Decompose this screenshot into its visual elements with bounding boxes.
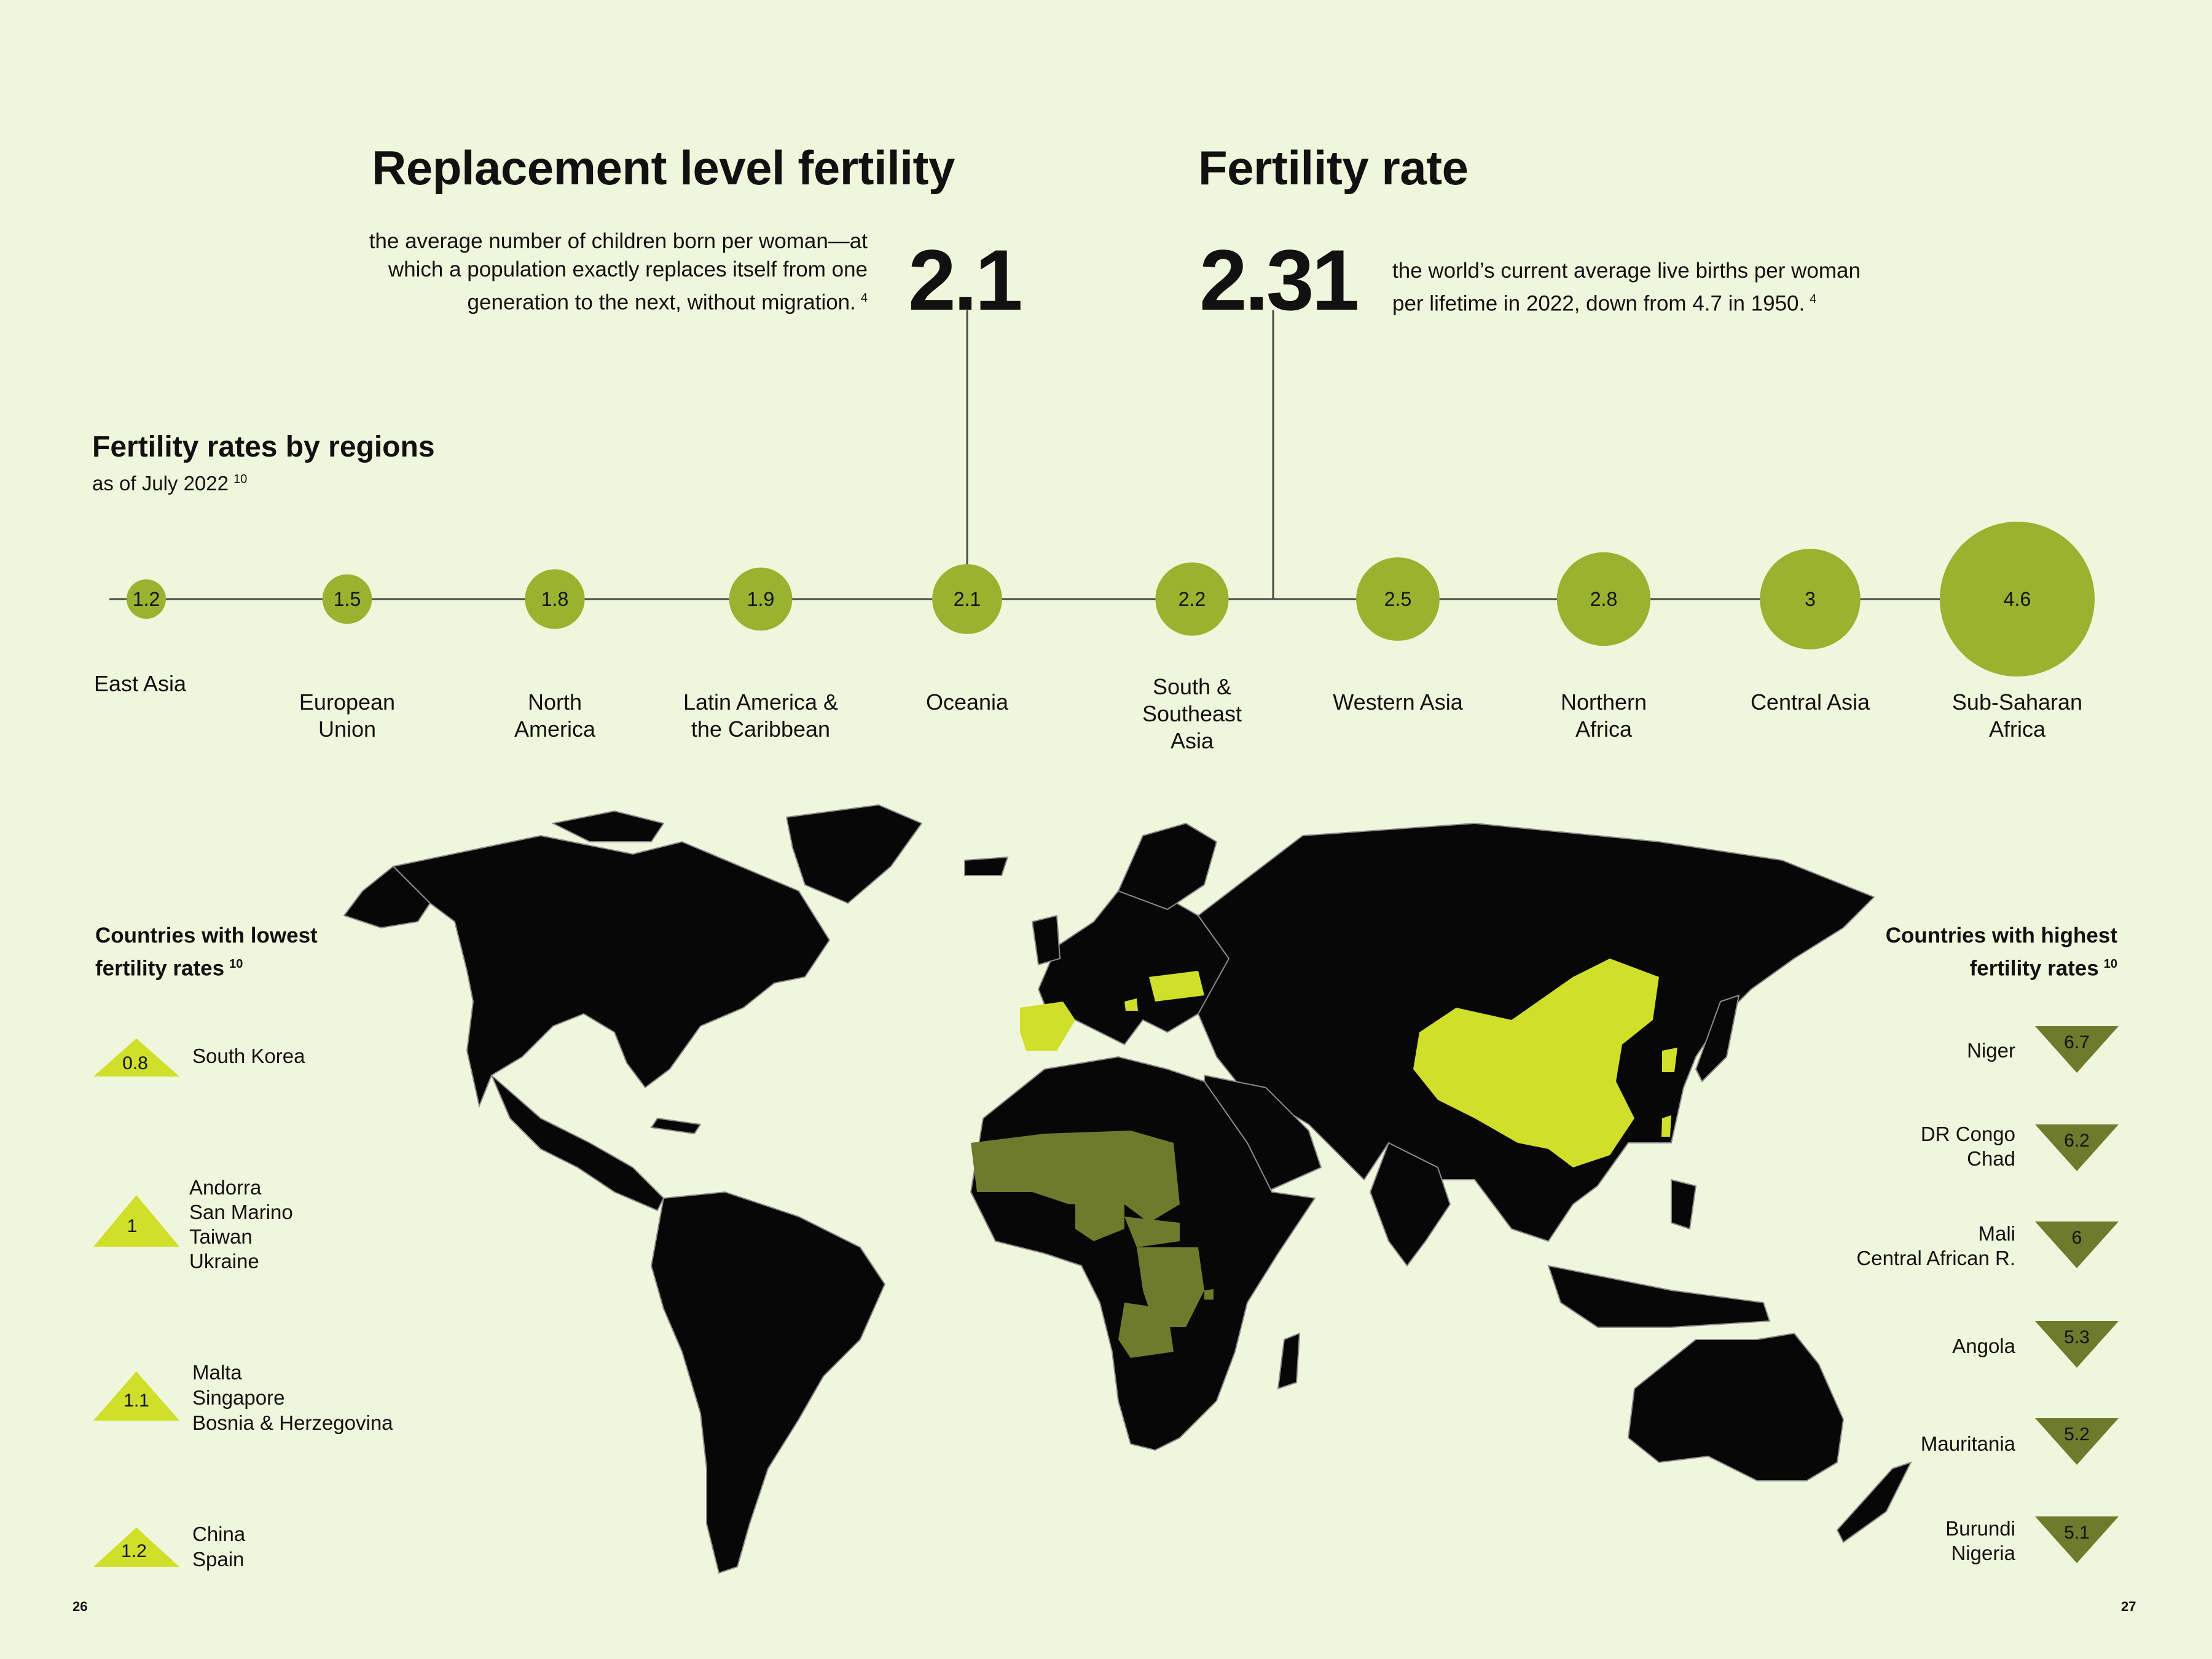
lowest-item-0-value: 0.8	[122, 1053, 148, 1073]
canadian-arctic	[553, 811, 664, 842]
madagascar	[1278, 1333, 1300, 1389]
page-number-right: 27	[2121, 1599, 2136, 1615]
indonesia	[1548, 1266, 1770, 1327]
greenland	[786, 805, 922, 903]
bubble-category-label-6: Western Asia	[1333, 689, 1463, 715]
lowest-item-3-value: 1.2	[121, 1541, 147, 1561]
bubble-value-label-7: 2.8	[1590, 588, 1617, 610]
lowest-item-1-value: 1	[127, 1216, 138, 1236]
britain	[1032, 916, 1060, 965]
highest-item-5-triangle: 5.1	[2034, 1515, 2120, 1571]
caribbean	[651, 1118, 700, 1134]
highest-item-0-value: 6.7	[2064, 1032, 2090, 1053]
bubble-category-label-7: Northern Africa	[1561, 689, 1647, 742]
highest-item-4-value: 5.2	[2064, 1424, 2090, 1445]
scandinavia	[1118, 823, 1217, 909]
highest-item-1-value: 6.2	[2064, 1131, 2090, 1151]
highest-item-3-value: 5.3	[2064, 1327, 2090, 1347]
lowest-item-1-triangle: 1	[92, 1195, 184, 1269]
bubble-value-label-8: 3	[1805, 588, 1816, 610]
bubble-value-label-6: 2.5	[1384, 588, 1411, 610]
taiwan	[1661, 1115, 1671, 1137]
bubble-value-label-2: 1.8	[541, 588, 568, 610]
bubble-value-label-3: 1.9	[747, 588, 774, 610]
angola	[1118, 1303, 1174, 1358]
lowest-item-2-countries: Malta Singapore Bosnia & Herzegovina	[192, 1360, 393, 1435]
lowest-item-2-value: 1.1	[124, 1390, 149, 1411]
highest-item-4-countries: Mauritania	[1782, 1430, 2015, 1457]
central-america	[492, 1075, 664, 1210]
bubble-category-label-3: Latin America & the Caribbean	[683, 689, 838, 742]
highest-item-5-value: 5.1	[2064, 1523, 2090, 1543]
lowest-item-3-countries: China Spain	[192, 1521, 245, 1572]
highest-item-4-triangle: 5.2	[2034, 1417, 2120, 1472]
lowest-item-1-countries: Andorra San Marino Taiwan Ukraine	[189, 1175, 293, 1274]
lowest-item-3-triangle: 1.2	[92, 1528, 184, 1601]
bubble-value-label-1: 1.5	[334, 588, 361, 610]
highest-item-1-countries: DR Congo Chad	[1782, 1122, 2015, 1171]
page-number-left: 26	[73, 1599, 87, 1615]
bubble-category-label-0: East Asia	[94, 671, 187, 696]
bubble-value-label-5: 2.2	[1179, 588, 1206, 610]
highest-item-2-value: 6	[2072, 1228, 2082, 1248]
highest-item-5-countries: Burundi Nigeria	[1782, 1516, 2015, 1566]
spain	[1020, 1002, 1075, 1051]
iceland	[965, 857, 1008, 876]
highest-item-3-triangle: 5.3	[2034, 1320, 2120, 1375]
highest-item-0-triangle: 6.7	[2034, 1025, 2120, 1080]
highest-item-0-countries: Niger	[1782, 1037, 2015, 1064]
bubble-category-label-9: Sub-Saharan Africa	[1952, 689, 2082, 742]
south-america	[651, 1192, 885, 1573]
chad	[1124, 1131, 1180, 1223]
bubble-category-label-8: Central Asia	[1751, 689, 1870, 715]
highest-item-1-triangle: 6.2	[2034, 1123, 2120, 1179]
bubble-category-label-4: Oceania	[926, 689, 1009, 715]
burundi	[1204, 1289, 1214, 1300]
bubble-value-label-9: 4.6	[2004, 588, 2031, 610]
highest-item-2-countries: Mali Central African R.	[1782, 1222, 2015, 1271]
regions-bubble-chart: 1.2 East Asia 1.5 European Union 1.8 North Amer…	[0, 0, 2212, 799]
north-america	[393, 836, 830, 1106]
bubble-category-label-2: North America	[514, 689, 596, 742]
philippines	[1671, 1180, 1696, 1229]
lowest-item-0-countries: South Korea	[192, 1043, 305, 1070]
highest-title: Countries with highest fertility rates 10	[1751, 922, 2117, 983]
bubble-value-label-4: 2.1	[954, 588, 981, 610]
bubble-category-label-5: South & Southeast Asia	[1142, 674, 1242, 753]
bubble-value-label-0: 1.2	[133, 588, 160, 610]
bubble-category-label-1: European Union	[299, 689, 395, 742]
highest-item-2-triangle: 6	[2034, 1220, 2120, 1276]
lowest-item-2-triangle: 1.1	[92, 1371, 184, 1445]
lowest-item-0-triangle: 0.8	[92, 1038, 184, 1112]
lowest-title: Countries with lowest fertility rates 10	[95, 922, 318, 983]
highest-item-3-countries: Angola	[1782, 1333, 2015, 1360]
